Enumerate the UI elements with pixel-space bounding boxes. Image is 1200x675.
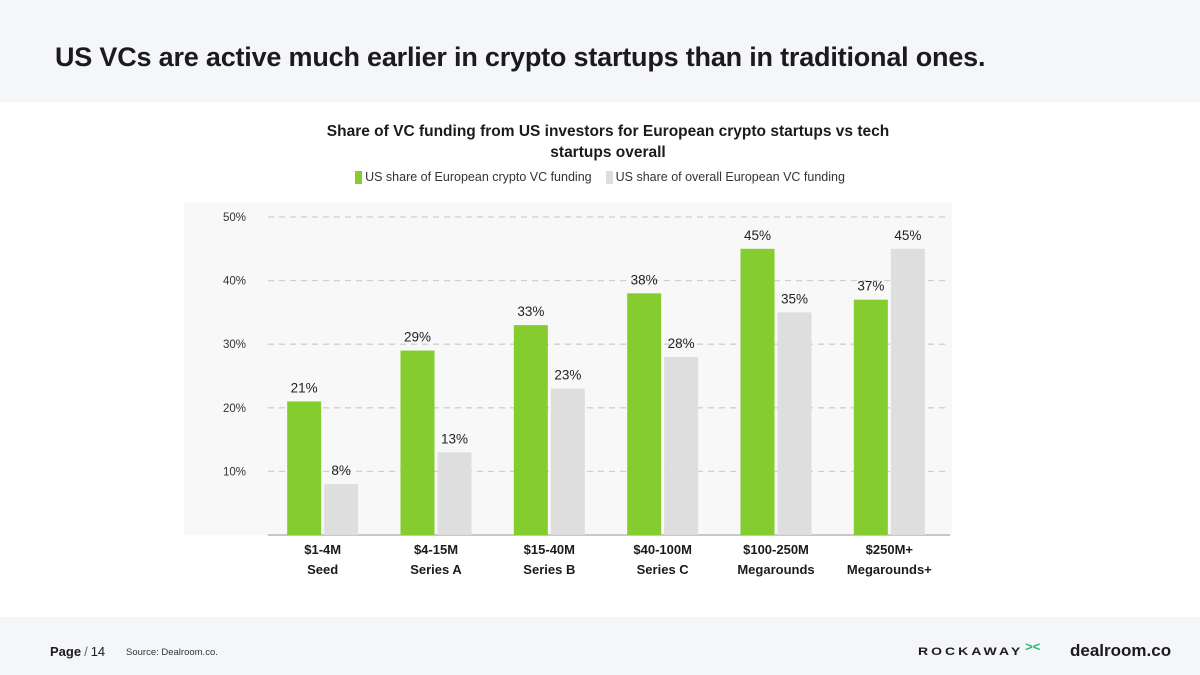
x-tick-label: Megarounds+ xyxy=(847,562,932,577)
legend-item-overall: US share of overall European VC funding xyxy=(605,168,845,186)
data-label-crypto: 33% xyxy=(517,304,544,319)
data-label-crypto: 29% xyxy=(404,330,431,345)
x-tick-label: Series B xyxy=(523,562,575,577)
dealroom-logo: dealroom.co xyxy=(1070,641,1172,660)
x-tick-label: Series A xyxy=(410,562,462,577)
legend-swatch-overall xyxy=(605,170,613,184)
data-label-overall: 23% xyxy=(554,368,581,383)
footer-band: Page/14 Source: Dealroom.co. ROCKAWAY ><… xyxy=(0,617,1200,675)
bar-overall xyxy=(890,248,925,536)
x-tick-label: Megarounds xyxy=(737,562,814,577)
rockaway-mark-icon: >< xyxy=(1025,638,1041,654)
data-label-overall: 8% xyxy=(331,463,351,478)
x-tick-label: Seed xyxy=(307,562,338,577)
x-tick-label: Series C xyxy=(637,562,690,577)
source-note: Source: Dealroom.co. xyxy=(126,647,218,658)
data-label-crypto: 38% xyxy=(631,272,658,287)
data-label-crypto: 37% xyxy=(857,279,884,294)
chart-legend: US share of European crypto VC funding U… xyxy=(300,168,900,186)
data-label-crypto: 21% xyxy=(291,380,318,395)
bar-overall xyxy=(664,356,699,535)
x-tick-label: $15-40M xyxy=(524,542,575,557)
page-indicator: Page/14 xyxy=(50,644,106,659)
bar-crypto xyxy=(853,299,888,535)
y-tick-label: 40% xyxy=(223,276,246,288)
data-label-overall: 13% xyxy=(441,431,468,446)
bar-crypto xyxy=(740,248,775,536)
x-tick-label: $100-250M xyxy=(743,542,809,557)
bar-crypto xyxy=(400,350,435,535)
header-band: US VCs are active much earlier in crypto… xyxy=(0,0,1200,102)
data-label-overall: 45% xyxy=(894,228,921,243)
chart-title: Share of VC funding from US investors fo… xyxy=(326,123,890,161)
y-tick-label: 10% xyxy=(223,466,246,478)
legend-item-crypto: US share of European crypto VC funding xyxy=(355,168,592,186)
y-tick-label: 30% xyxy=(223,339,246,351)
legend-label-crypto: US share of European crypto VC funding xyxy=(365,170,592,184)
data-label-overall: 28% xyxy=(668,336,695,351)
bar-overall xyxy=(777,312,812,535)
bar-chart: 10% 20% 30% 40% 50% 21% 8% $1-4M Seed 29% 13% $4-15… xyxy=(222,212,950,577)
page-number: 14 xyxy=(90,644,106,659)
x-tick-label: $1-4M xyxy=(304,542,341,557)
y-tick-label: 50% xyxy=(223,212,246,224)
x-tick-label: $250M+ xyxy=(866,542,914,557)
data-label-crypto: 45% xyxy=(744,228,771,243)
page-word: Page xyxy=(50,644,82,659)
bar-overall xyxy=(324,484,359,535)
legend-label-overall: US share of overall European VC funding xyxy=(615,170,845,184)
data-label-overall: 35% xyxy=(781,291,808,306)
bar-overall xyxy=(437,452,472,535)
bar-crypto xyxy=(287,401,322,535)
x-tick-label: $4-15M xyxy=(414,542,458,557)
y-tick-label: 20% xyxy=(223,403,246,415)
x-tick-label: $40-100M xyxy=(633,542,692,557)
page-headline: US VCs are active much earlier in crypto… xyxy=(55,42,986,72)
bar-overall xyxy=(550,388,585,535)
legend-swatch-crypto xyxy=(355,170,363,184)
rockaway-logo: ROCKAWAY >< xyxy=(918,638,1041,662)
bar-crypto xyxy=(627,293,662,535)
bar-crypto xyxy=(513,325,548,535)
rockaway-logo-text: ROCKAWAY xyxy=(918,644,1024,658)
